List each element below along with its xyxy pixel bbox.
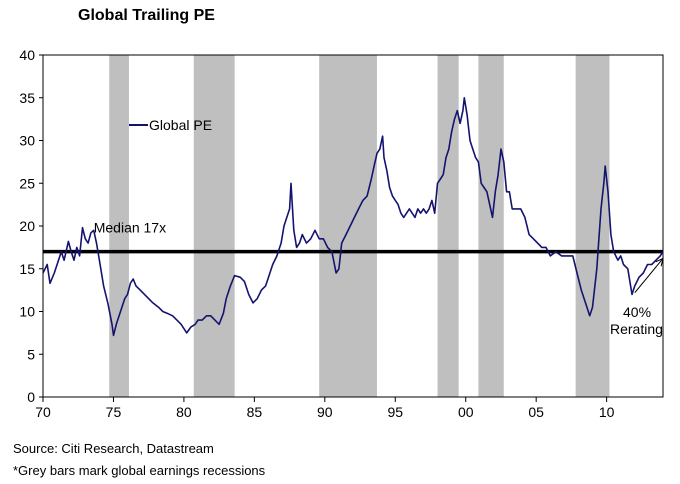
y-tick-label: 30 [19, 133, 35, 149]
x-axis: 70 75 80 85 90 95 00 05 10 [35, 397, 615, 420]
legend-label: Global PE [149, 117, 212, 133]
recession-note: *Grey bars mark global earnings recessio… [13, 463, 266, 478]
y-axis: 0 5 10 15 20 25 30 35 40 [19, 47, 43, 405]
global-pe-line [42, 97, 664, 337]
recession-bar-2 [193, 55, 235, 397]
recession-bar-6 [575, 55, 610, 397]
y-tick-label: 40 [19, 47, 35, 63]
x-tick-label: 90 [317, 404, 333, 420]
y-tick-label: 20 [19, 218, 35, 234]
recession-bar-3 [319, 55, 377, 397]
rerating-arrow [634, 258, 664, 294]
rerating-percent: 40% [623, 304, 651, 320]
median-label: Median 17x [94, 220, 166, 236]
rerating-label: Rerating [610, 321, 663, 337]
y-tick-label: 5 [27, 346, 35, 362]
y-tick-label: 25 [19, 175, 35, 191]
y-tick-label: 0 [27, 389, 35, 405]
x-tick-label: 10 [599, 404, 615, 420]
recession-bar-4 [437, 55, 459, 397]
chart-title: Global Trailing PE [78, 7, 215, 24]
x-tick-label: 80 [176, 404, 192, 420]
y-tick-label: 10 [19, 304, 35, 320]
y-tick-label: 35 [19, 90, 35, 106]
x-tick-label: 70 [35, 404, 51, 420]
x-tick-label: 75 [106, 404, 122, 420]
recession-bar-5 [478, 55, 504, 397]
source-note: Source: Citi Research, Datastream [13, 441, 214, 456]
x-tick-label: 05 [528, 404, 544, 420]
x-tick-label: 85 [247, 404, 263, 420]
rerating-arrowhead [655, 257, 664, 267]
x-tick-label: 95 [387, 404, 403, 420]
recession-bar-1 [109, 55, 129, 397]
recession-bars [109, 55, 610, 397]
x-tick-label: 00 [458, 404, 474, 420]
y-tick-label: 15 [19, 261, 35, 277]
